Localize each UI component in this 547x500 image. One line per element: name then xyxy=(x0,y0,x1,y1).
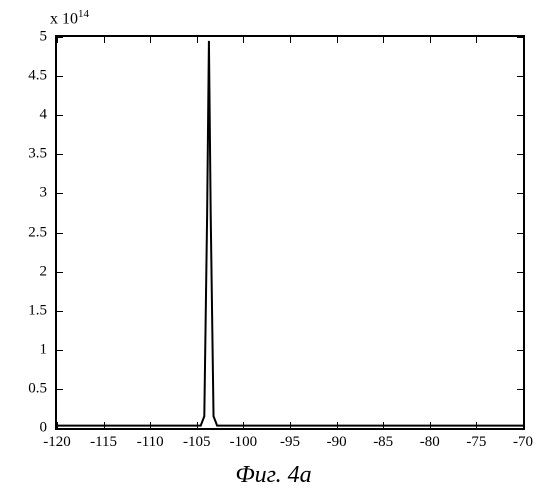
x-tick xyxy=(337,37,338,43)
x-tick xyxy=(290,422,291,428)
y-tick-label: 1.5 xyxy=(7,302,47,319)
y-tick xyxy=(57,389,63,390)
y-tick xyxy=(517,154,523,155)
plot-area xyxy=(55,35,525,430)
y-tick-label: 1 xyxy=(7,341,47,358)
y-tick xyxy=(57,115,63,116)
x-tick xyxy=(57,37,58,43)
y-tick xyxy=(57,272,63,273)
x-tick xyxy=(476,422,477,428)
y-tick xyxy=(57,76,63,77)
exponent-sup: 14 xyxy=(78,8,89,20)
y-tick xyxy=(57,233,63,234)
y-tick-label: 5 xyxy=(7,29,47,46)
y-tick xyxy=(517,389,523,390)
exponent-prefix: x 10 xyxy=(50,10,78,27)
x-tick-label: -75 xyxy=(466,434,486,451)
y-tick xyxy=(517,428,523,429)
y-tick-label: 0.5 xyxy=(7,380,47,397)
x-tick xyxy=(57,422,58,428)
x-tick xyxy=(523,422,524,428)
figure-container: x 1014 0 0.5 1 1.5 2 2.5 3 3.5 4 4.5 5 -120 -115 -11… xyxy=(0,0,547,500)
x-tick-label: -85 xyxy=(373,434,393,451)
y-tick xyxy=(517,115,523,116)
figure-caption: Фиг. 4a xyxy=(0,462,547,489)
x-tick-label: -70 xyxy=(513,434,533,451)
x-tick xyxy=(476,37,477,43)
y-tick xyxy=(517,311,523,312)
x-tick xyxy=(150,422,151,428)
y-tick-label: 4 xyxy=(7,107,47,124)
y-tick xyxy=(57,154,63,155)
x-tick xyxy=(383,422,384,428)
y-axis-exponent: x 1014 xyxy=(50,8,89,28)
x-tick xyxy=(104,422,105,428)
y-tick xyxy=(517,76,523,77)
y-tick xyxy=(517,193,523,194)
x-tick xyxy=(197,422,198,428)
x-tick-label: -120 xyxy=(43,434,71,451)
x-tick xyxy=(383,37,384,43)
y-tick xyxy=(57,193,63,194)
y-tick-label: 2 xyxy=(7,263,47,280)
y-tick xyxy=(517,350,523,351)
x-tick xyxy=(104,37,105,43)
x-tick xyxy=(290,37,291,43)
y-tick xyxy=(57,428,63,429)
x-tick-label: -110 xyxy=(137,434,164,451)
y-tick xyxy=(57,311,63,312)
x-tick-label: -80 xyxy=(420,434,440,451)
x-tick xyxy=(337,422,338,428)
line-plot xyxy=(57,37,523,428)
x-tick xyxy=(523,37,524,43)
y-tick-label: 3 xyxy=(7,185,47,202)
x-tick xyxy=(150,37,151,43)
y-tick-label: 4.5 xyxy=(7,68,47,85)
y-tick-label: 0 xyxy=(7,420,47,437)
x-tick xyxy=(430,37,431,43)
data-line xyxy=(57,41,523,426)
y-tick-label: 2.5 xyxy=(7,224,47,241)
y-tick xyxy=(517,272,523,273)
y-tick-label: 3.5 xyxy=(7,146,47,163)
x-tick-label: -115 xyxy=(90,434,117,451)
x-tick xyxy=(430,422,431,428)
x-tick xyxy=(243,37,244,43)
x-tick-label: -90 xyxy=(327,434,347,451)
y-tick xyxy=(517,233,523,234)
x-tick xyxy=(243,422,244,428)
x-tick-label: -95 xyxy=(280,434,300,451)
x-tick xyxy=(197,37,198,43)
x-tick-label: -105 xyxy=(183,434,211,451)
x-tick-label: -100 xyxy=(230,434,258,451)
y-tick xyxy=(57,350,63,351)
